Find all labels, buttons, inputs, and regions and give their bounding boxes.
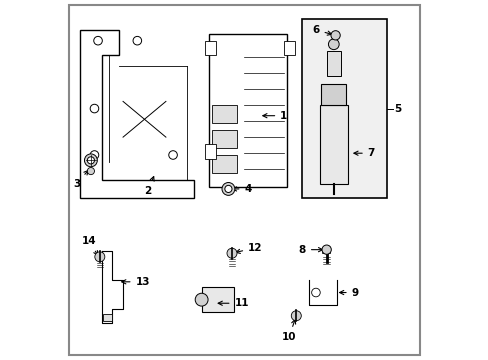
Bar: [301, 19, 386, 198]
Bar: [212, 155, 237, 173]
Bar: [205, 144, 216, 158]
Circle shape: [84, 154, 97, 167]
Text: 12: 12: [235, 243, 262, 253]
Text: 3: 3: [73, 171, 88, 189]
Circle shape: [226, 248, 237, 258]
Bar: [205, 41, 216, 55]
Circle shape: [94, 36, 102, 45]
Text: 8: 8: [298, 245, 322, 255]
Bar: [212, 130, 237, 148]
Text: 9: 9: [339, 288, 358, 297]
Bar: [201, 287, 233, 312]
Text: 4: 4: [232, 184, 251, 194]
Circle shape: [133, 36, 142, 45]
Circle shape: [168, 151, 177, 159]
Bar: [208, 33, 287, 187]
Text: 1: 1: [262, 111, 287, 121]
Circle shape: [87, 167, 94, 175]
Circle shape: [328, 39, 339, 50]
Bar: [283, 41, 294, 55]
Circle shape: [90, 151, 99, 159]
Text: 5: 5: [394, 104, 401, 113]
Bar: [321, 84, 346, 105]
Circle shape: [330, 31, 340, 40]
Text: 14: 14: [81, 236, 98, 255]
Circle shape: [195, 293, 207, 306]
Bar: [326, 51, 340, 76]
Polygon shape: [80, 30, 194, 198]
Circle shape: [322, 245, 331, 254]
Bar: [319, 105, 347, 184]
Text: 2: 2: [144, 177, 154, 196]
Text: 6: 6: [312, 25, 331, 35]
Circle shape: [224, 185, 231, 193]
Circle shape: [95, 252, 104, 262]
Bar: [103, 314, 112, 321]
Text: 10: 10: [281, 320, 296, 342]
Circle shape: [222, 183, 234, 195]
Circle shape: [90, 104, 99, 113]
Bar: [212, 105, 237, 123]
Circle shape: [311, 288, 320, 297]
Text: 7: 7: [353, 148, 374, 158]
Circle shape: [87, 157, 94, 164]
Text: 13: 13: [122, 277, 150, 287]
Text: 11: 11: [218, 298, 248, 308]
Circle shape: [291, 311, 301, 321]
